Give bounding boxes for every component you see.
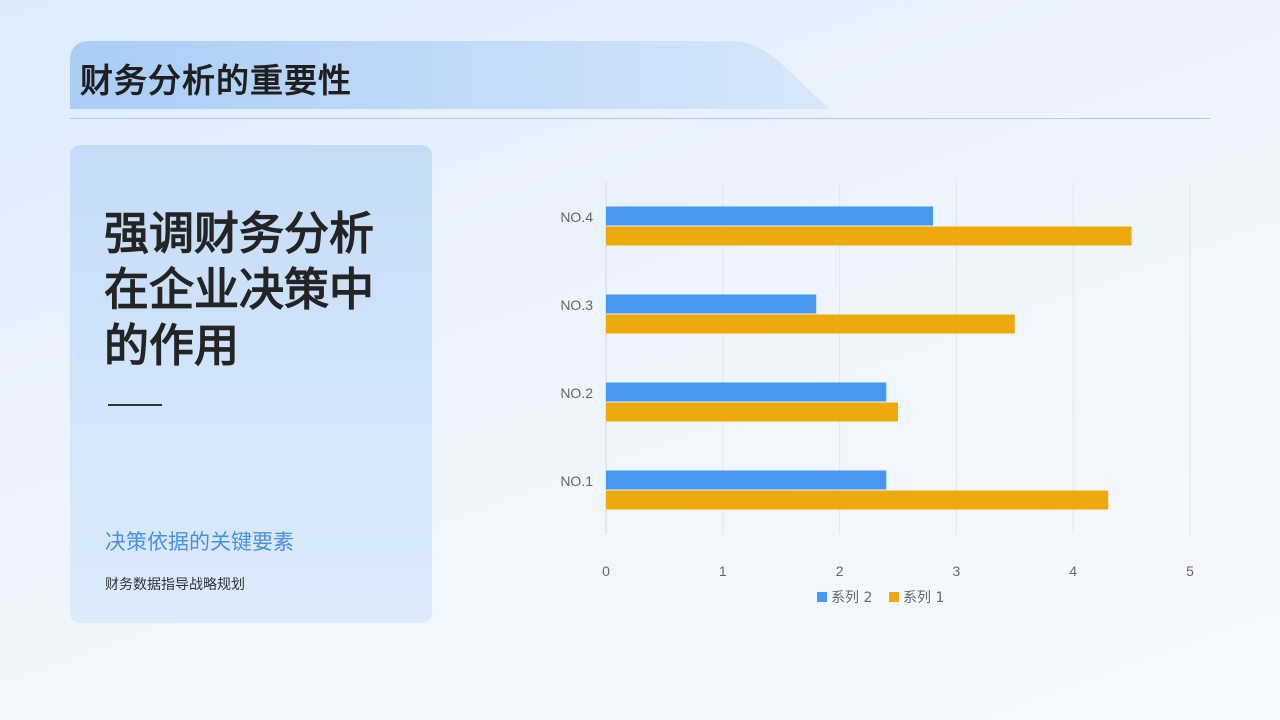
bar-series-2 — [606, 470, 887, 490]
info-card — [70, 145, 432, 623]
card-heading-line: 的作用 — [104, 319, 240, 372]
card-heading-line: 强调财务分析 — [104, 207, 375, 260]
legend-label: 系列 1 — [903, 590, 944, 606]
bar-series-1 — [606, 402, 898, 422]
bar-chart: 0 1 2 3 4 5 NO.1 NO.2 NO.3 NO.4 系列 2 系列 1 — [560, 182, 1194, 606]
bar-series-2 — [606, 382, 887, 402]
card-heading-line: 在企业决策中 — [104, 263, 375, 316]
x-tick-label: 1 — [719, 563, 727, 579]
legend-swatch — [889, 592, 899, 602]
y-category-label: NO.3 — [560, 297, 593, 313]
x-tick-label: 0 — [602, 563, 610, 579]
card-subtitle: 决策依据的关键要素 — [105, 530, 294, 554]
bar-series-1 — [606, 226, 1132, 246]
bar-series-1 — [606, 490, 1109, 510]
page-title: 财务分析的重要性 — [80, 61, 352, 100]
x-tick-label: 4 — [1069, 563, 1077, 579]
bar-series-1 — [606, 314, 1015, 334]
legend-swatch — [817, 592, 827, 602]
bar-series-2 — [606, 294, 817, 314]
y-category-label: NO.2 — [560, 385, 593, 401]
x-tick-label: 5 — [1186, 563, 1194, 579]
y-category-label: NO.1 — [560, 473, 593, 489]
header-band — [70, 41, 830, 109]
header-divider — [70, 118, 1210, 119]
bar-series-2 — [606, 206, 934, 226]
x-tick-label: 2 — [836, 563, 844, 579]
legend-label: 系列 2 — [831, 590, 872, 606]
x-tick-label: 3 — [953, 563, 961, 579]
card-heading: 强调财务分析 在企业决策中 的作用 — [104, 206, 424, 374]
y-category-label: NO.4 — [560, 209, 593, 225]
card-note: 财务数据指导战略规划 — [105, 577, 245, 593]
card-divider — [108, 404, 162, 406]
